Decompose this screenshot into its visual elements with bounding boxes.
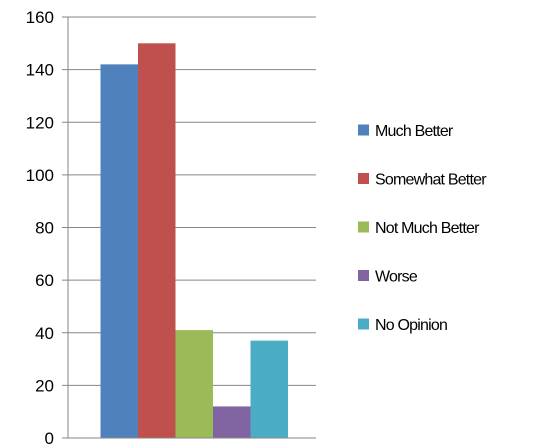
y-axis-ticks: 0 20 40 60 80 100 120 140 160 [26, 8, 68, 448]
legend-label: No Opinion [375, 317, 447, 334]
legend-swatch [358, 318, 369, 330]
legend-swatch [358, 124, 369, 136]
y-tick-label: 140 [26, 61, 54, 80]
legend-label: Much Better [375, 123, 454, 140]
legend: Much Better Somewhat Better Not Much Bette… [358, 123, 488, 334]
y-tick-label: 160 [26, 8, 54, 27]
legend-label: Not Much Better [375, 220, 480, 237]
bar-no-opinion [250, 340, 288, 438]
legend-label: Worse [375, 269, 418, 286]
legend-swatch [358, 270, 369, 281]
y-tick-label: 20 [35, 376, 54, 395]
y-tick-label: 100 [26, 166, 54, 185]
y-tick-label: 120 [26, 113, 54, 132]
legend-swatch [358, 173, 369, 184]
bars [100, 43, 288, 439]
bar-worse [213, 406, 251, 438]
y-tick-label: 80 [35, 219, 54, 238]
bar-not-much-better [175, 330, 213, 438]
legend-label: Somewhat Better [375, 172, 487, 189]
y-tick-label: 0 [45, 429, 54, 448]
y-tick-label: 60 [35, 271, 54, 290]
bar-much-better [100, 64, 138, 439]
y-tick-label: 40 [35, 324, 54, 343]
bar-somewhat-better [138, 43, 176, 438]
legend-swatch [358, 221, 369, 233]
